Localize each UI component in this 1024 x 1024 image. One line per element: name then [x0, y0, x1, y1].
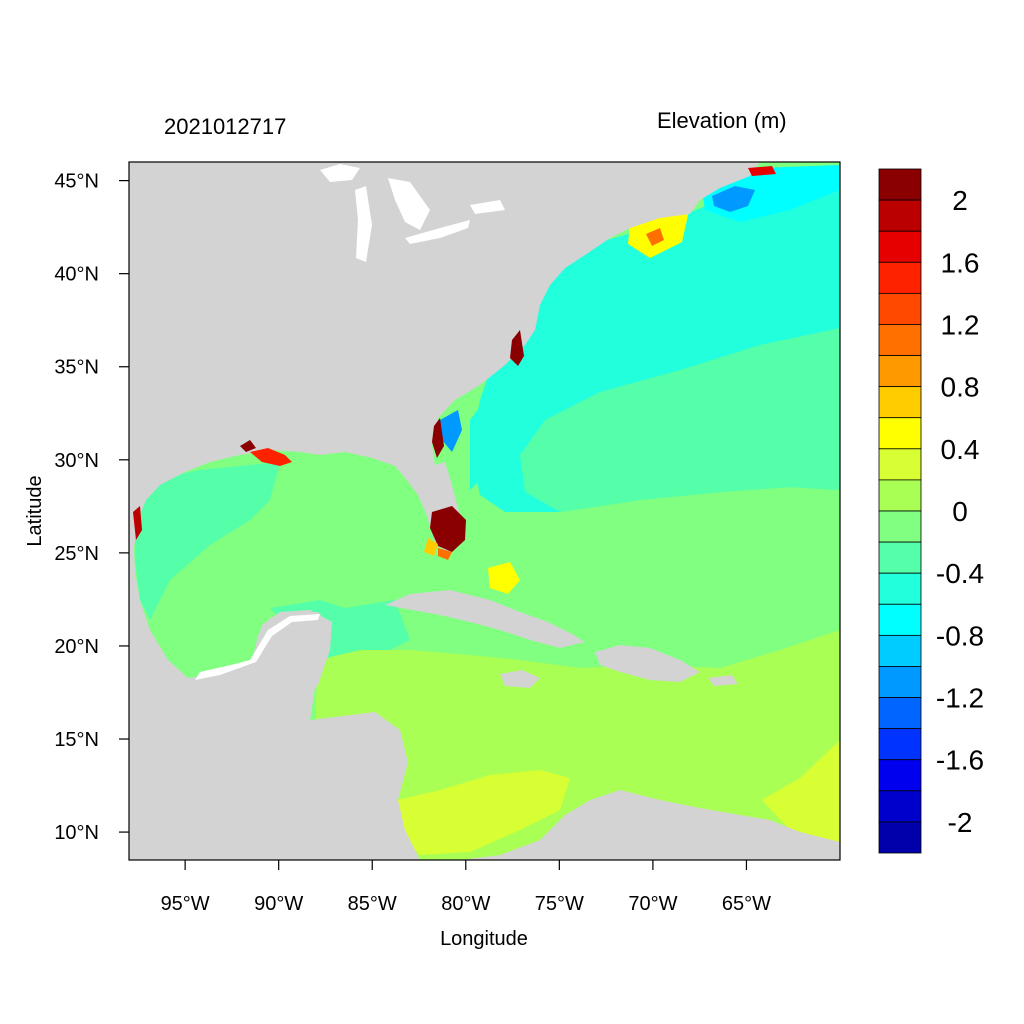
colorbar-label: 1.6 — [941, 247, 980, 278]
y-tick-label: 30°N — [54, 450, 99, 472]
jamaica-island — [500, 670, 540, 688]
colorbar-label: 0.8 — [941, 372, 980, 403]
colorbar-labels: 2 1.6 1.2 0.8 0.4 0 -0.4 -0.8 -1.2 -1.6 -2 — [936, 185, 984, 838]
x-axis-ticks: 95°W 90°W 85°W 80°W 75°W 70°W 65°W — [161, 860, 771, 915]
colorbar-swatch — [878, 541, 922, 574]
plot-frame — [128, 161, 841, 861]
colorbar-swatch — [878, 728, 922, 761]
colorbar-swatch — [878, 759, 922, 792]
south-caribbean-band — [395, 770, 570, 855]
colorbar-swatch — [878, 199, 922, 232]
colorbar-swatch — [878, 510, 922, 543]
y-tick-label: 25°N — [54, 543, 99, 565]
y-axis-ticks: 45°N 40°N 35°N 30°N 25°N 20°N 15°N 10°N — [54, 171, 129, 844]
georgia-coast-surge — [432, 418, 444, 458]
colorbar-swatch — [878, 603, 922, 636]
colorbar-label: 2 — [952, 185, 968, 216]
lake-huron — [388, 178, 430, 230]
colorbar-label: 1.2 — [941, 309, 980, 340]
atlantic-mid-band — [520, 328, 840, 512]
puerto-rico-island — [708, 675, 738, 686]
bahamas-high — [488, 562, 520, 594]
cuba-island — [385, 590, 585, 648]
y-tick-label: 15°N — [54, 729, 99, 751]
colorbar-label: 0 — [952, 496, 968, 527]
lake-michigan — [355, 186, 372, 262]
maine-coast-surge — [748, 166, 776, 176]
y-axis-label: Latitude — [24, 475, 46, 546]
variable-title: Elevation (m) — [657, 108, 787, 133]
colorbar-swatch — [878, 697, 922, 730]
cape-cod-peak — [646, 228, 664, 246]
x-tick-label: 65°W — [722, 893, 771, 915]
x-tick-label: 80°W — [441, 893, 490, 915]
colorbar-swatch — [878, 168, 922, 201]
coastal-surge-speckles — [133, 166, 776, 540]
x-tick-label: 75°W — [535, 893, 584, 915]
lake-ontario — [470, 200, 505, 214]
colorbar-swatch — [878, 292, 922, 325]
colorbar-swatch — [878, 230, 922, 263]
x-tick-label: 85°W — [348, 893, 397, 915]
y-tick-label: 40°N — [54, 264, 99, 286]
louisiana-surge — [250, 448, 292, 466]
y-tick-label: 20°N — [54, 636, 99, 658]
florida-west-coast-high — [424, 538, 438, 556]
lesser-antilles-band — [762, 740, 840, 860]
louisiana-surge-dark — [240, 440, 256, 452]
elevation-colorbar — [878, 168, 922, 854]
x-tick-label: 90°W — [254, 893, 303, 915]
colorbar-swatch — [878, 790, 922, 823]
florida-surge — [430, 506, 466, 552]
colorbar-swatch — [878, 448, 922, 481]
x-axis-label: Longitude — [440, 928, 528, 950]
colorbar-label: -0.8 — [936, 620, 984, 651]
lake-erie — [405, 220, 470, 244]
florida-surge-edge — [438, 548, 452, 560]
y-tick-label: 10°N — [54, 822, 99, 844]
colorbar-swatch — [878, 417, 922, 450]
atlantic-coastal-band — [470, 318, 570, 490]
colorbar-swatch — [878, 386, 922, 419]
colorbar-label: -1.6 — [936, 745, 984, 776]
texas-coast-surge — [133, 506, 142, 540]
nova-scotia-low — [712, 186, 755, 212]
colorbar-swatch — [878, 324, 922, 356]
georgia-coast-low — [440, 410, 462, 452]
forecast-timestamp: 2021012717 — [164, 114, 286, 139]
colorbar-swatch — [878, 666, 922, 698]
colorbar-label: -2 — [948, 807, 973, 838]
map-panel — [129, 162, 840, 860]
colorbar-swatch — [878, 261, 922, 294]
mexico-gulf-coast-margin — [195, 614, 320, 680]
colorbar-swatch — [878, 634, 922, 667]
colorbar-swatch — [878, 479, 922, 512]
colorbar-swatch — [878, 355, 922, 388]
x-tick-label: 70°W — [628, 893, 677, 915]
x-tick-label: 95°W — [161, 893, 210, 915]
gulf-band — [135, 462, 280, 620]
colorbar-label: 0.4 — [941, 434, 980, 465]
y-tick-label: 45°N — [54, 171, 99, 193]
colorbar-swatch — [878, 821, 922, 854]
lake-superior — [320, 164, 360, 182]
hispaniola-island — [595, 645, 700, 682]
great-lakes — [195, 164, 505, 680]
carolina-coast-surge — [510, 330, 524, 366]
south-america-land — [460, 790, 840, 860]
colorbar-swatch — [878, 572, 922, 605]
colorbar-label: -0.4 — [936, 558, 984, 589]
colorbar-label: -1.2 — [936, 683, 984, 714]
y-tick-label: 35°N — [54, 357, 99, 379]
